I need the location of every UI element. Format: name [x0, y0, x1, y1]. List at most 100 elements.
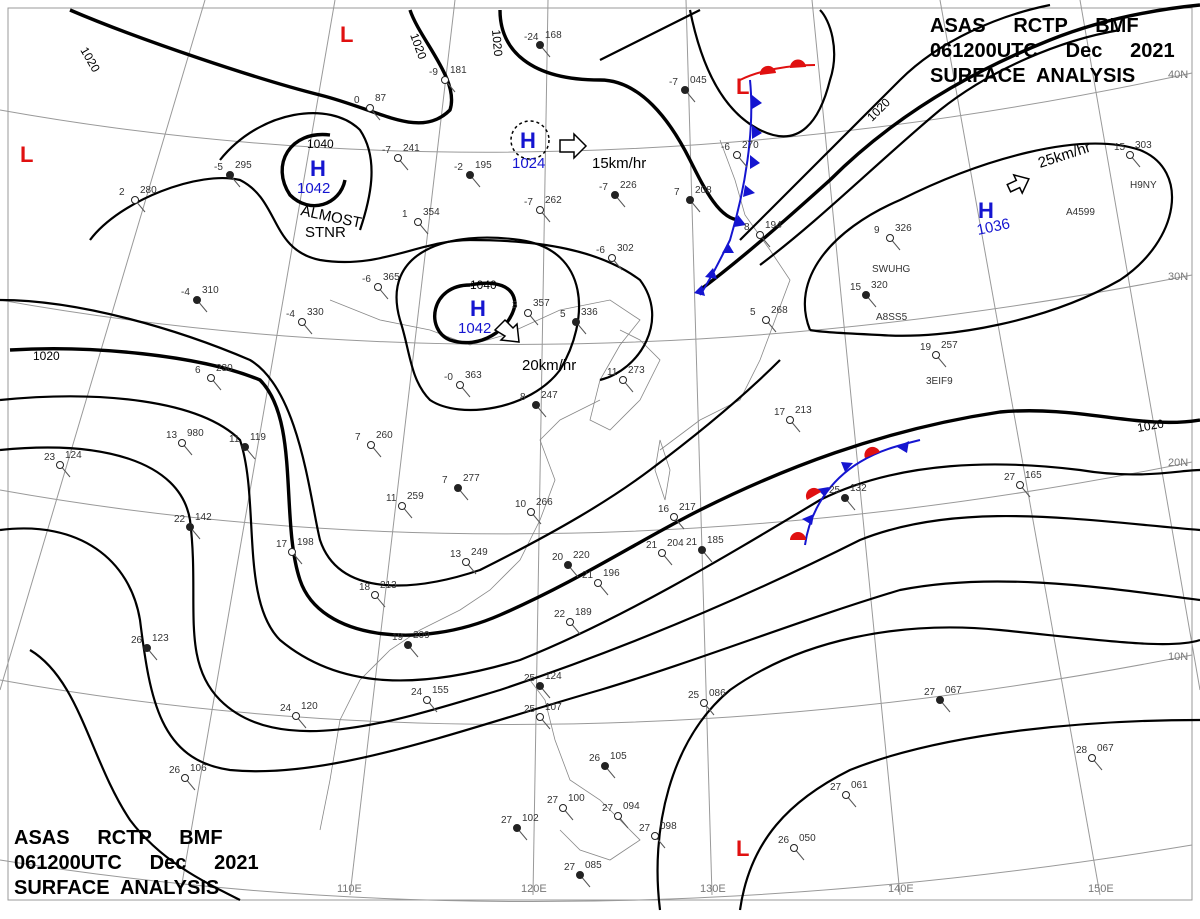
parallel-line [0, 461, 1193, 535]
lon-label: 140E [888, 883, 914, 895]
station-circle-icon [700, 699, 708, 707]
station-temperature: -6 [721, 142, 730, 153]
motion-arrow-icon [559, 132, 588, 160]
station-circle-icon [226, 171, 234, 179]
isobar [0, 527, 1200, 773]
station-pressure: 085 [585, 860, 602, 871]
station-temperature: 27 [639, 823, 651, 834]
isobar [395, 236, 581, 412]
station-circle-icon [131, 196, 139, 204]
fronts [694, 59, 921, 546]
isobar [803, 142, 1173, 337]
map-labels: 110E 120E 130E 140E 150E 40N 30N 20N 10N… [20, 22, 1188, 895]
station-temperature: -2 [454, 162, 463, 173]
station-pressure: 226 [620, 180, 637, 191]
station-circle-icon [207, 374, 215, 382]
station-circle-icon [367, 441, 375, 449]
low-pressure-marker: L [340, 22, 353, 47]
isobar-label: 1020 [33, 349, 60, 363]
station-plot: 6 230 [195, 363, 233, 391]
station-temperature: -24 [524, 32, 539, 43]
stationary-front-triangles [802, 441, 909, 525]
header-line: SURFACE ANALYSIS [930, 65, 1136, 87]
station-circle-icon [611, 191, 619, 199]
high-pressure-value: 1042 [297, 180, 330, 197]
station-pressure: 220 [573, 550, 590, 561]
station-temperature: 21 [686, 537, 698, 548]
map-border [7, 7, 1193, 901]
isobar [599, 9, 701, 61]
station-circle-icon [686, 196, 694, 204]
station-temperature: -7 [669, 77, 678, 88]
station-plot: 15 303 [1114, 140, 1152, 168]
parallel-line [0, 844, 1193, 903]
station-plot: 23 124 [44, 450, 82, 478]
meridian-line [532, 0, 549, 896]
station-plot: 27 098 [639, 821, 677, 849]
station-plot: -7 045 [669, 75, 707, 103]
station-plot: 27 094 [602, 801, 640, 829]
station-pressure: 196 [603, 568, 620, 579]
motion-arrow-icon [493, 318, 520, 343]
station-pressure: 168 [545, 30, 562, 41]
station-pressure: 107 [545, 702, 562, 713]
station-circle-icon [733, 151, 741, 159]
station-pressure: 257 [941, 340, 958, 351]
isobar [0, 395, 1200, 682]
station-plot: -24 168 [524, 30, 562, 58]
station-circle-icon [143, 644, 151, 652]
lat-label: 20N [1168, 457, 1188, 469]
station-plot: -7 262 [524, 195, 562, 223]
station-pressure: 270 [742, 140, 759, 151]
station-temperature: 16 [658, 504, 670, 515]
station-pressure: 326 [895, 223, 912, 234]
coastline [319, 399, 601, 831]
station-plot: 15 320 [850, 280, 888, 308]
station-circle-icon [178, 439, 186, 447]
station-pressure: 336 [581, 307, 598, 318]
meridian-line [179, 0, 336, 896]
station-plot: -2 195 [454, 160, 492, 188]
station-temperature: 0 [354, 95, 360, 106]
warm-front-line [739, 64, 816, 81]
station-temperature: -9 [429, 67, 438, 78]
lon-label: 130E [700, 883, 726, 895]
coastline [529, 679, 641, 861]
isobar-label: 1020 [489, 29, 505, 57]
station-circle-icon [466, 171, 474, 179]
station-pressure: 155 [432, 685, 449, 696]
station-plot: 22 189 [554, 607, 592, 635]
station-temperature: 26 [589, 753, 601, 764]
station-pressure: 217 [679, 502, 696, 513]
station-circle-icon [536, 41, 544, 49]
station-plot: 10 266 [515, 497, 553, 525]
station-plot: 9 326 [874, 223, 912, 251]
station-circle-icon [594, 579, 602, 587]
station-plot: 11 259 [386, 491, 424, 519]
isobar [739, 3, 1051, 241]
station-temperature: 7 [442, 475, 448, 486]
station-circle-icon [576, 871, 584, 879]
station-circle-icon [371, 591, 379, 599]
high-dashed-circle [510, 120, 550, 160]
station-circle-icon [513, 824, 521, 832]
lon-label: 150E [1088, 883, 1114, 895]
station-circle-icon [398, 502, 406, 510]
warm-front-semicircles [759, 59, 806, 75]
station-circle-icon [1088, 754, 1096, 762]
low-pressure-marker: L [20, 142, 33, 167]
station-pressure: 209 [413, 630, 430, 641]
station-temperature: -4 [286, 309, 295, 320]
station-plot: 8 194 [744, 220, 782, 248]
station-plot: 3 357 [512, 298, 550, 326]
high-pressure-value: 1042 [458, 320, 491, 337]
station-plot: -7 241 [382, 143, 420, 171]
isobar-label: 1040 [307, 137, 334, 151]
station-temperature: 7 [674, 187, 680, 198]
station-circle-icon [572, 318, 580, 326]
station-plot: 8 247 [520, 390, 558, 418]
station-pressure: 295 [235, 160, 252, 171]
speed-label: 15km/hr [592, 155, 646, 172]
station-pressure: 259 [407, 491, 424, 502]
